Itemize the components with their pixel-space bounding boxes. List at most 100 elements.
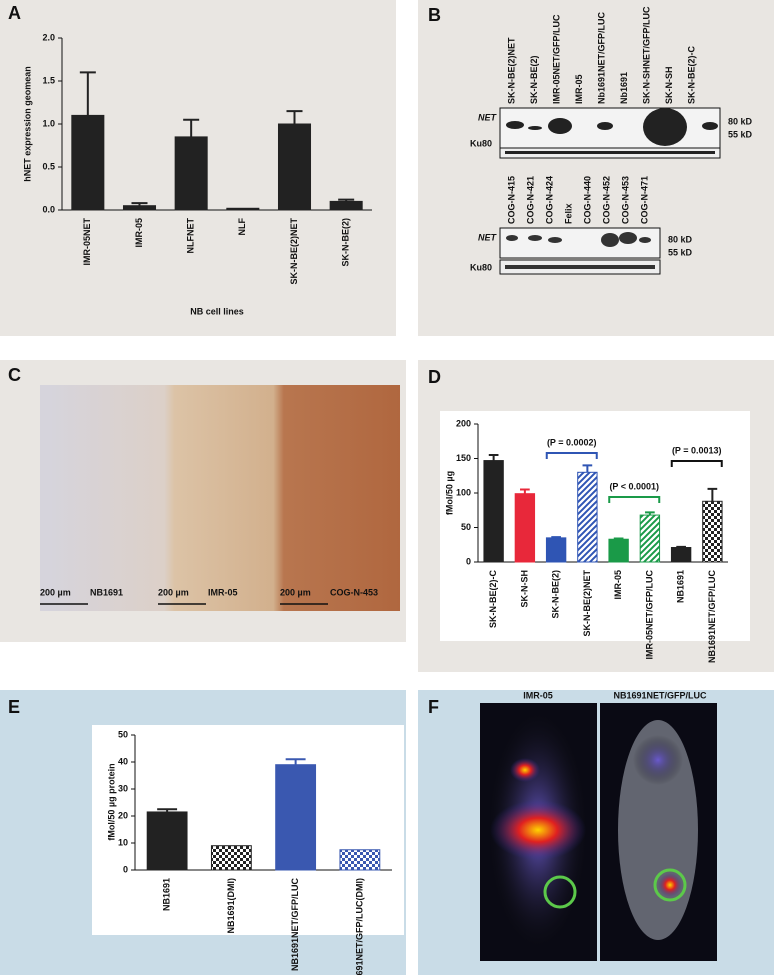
plot-bg xyxy=(92,725,404,935)
blot-bands xyxy=(505,232,655,269)
panel-label: C xyxy=(8,365,21,385)
error-bar xyxy=(551,536,561,539)
y-tick-label: 1.0 xyxy=(42,118,55,128)
x-tick-label: NB1691 xyxy=(676,570,686,603)
y-tick-label: 0.5 xyxy=(42,161,55,171)
x-tick-label: NB1691NET/GFP/LUC xyxy=(707,570,717,664)
bar xyxy=(639,514,661,563)
error-bar xyxy=(488,454,499,461)
lane-label: Felix xyxy=(563,203,573,224)
lane-label: COG-N-415 xyxy=(506,176,516,224)
error-bar xyxy=(338,198,355,202)
blot-label: NET xyxy=(478,232,498,242)
panel-label: B xyxy=(428,5,441,25)
x-tick-label: NB1691NET/GFP/LUC(DMI) xyxy=(354,878,364,975)
marker-label: 80 kD xyxy=(728,116,753,126)
error-bar xyxy=(707,487,718,502)
y-tick-label: 50 xyxy=(118,729,128,739)
sample-label: IMR-05 xyxy=(208,587,238,597)
x-tick-label: NB1691 xyxy=(162,878,172,911)
y-tick-label: 0 xyxy=(123,864,128,874)
marker-label: 80 kD xyxy=(668,234,693,244)
y-tick-label: 20 xyxy=(118,810,128,820)
x-tick-label: SK-N-BE(2)-C xyxy=(488,570,498,628)
x-tick-label: NB1691(DMI) xyxy=(226,878,236,934)
y-tick-label: 0.0 xyxy=(42,204,55,214)
scale-label: 200 µm xyxy=(40,587,71,597)
scale-label: 200 µm xyxy=(280,587,311,597)
bar xyxy=(210,845,252,871)
lane-label: SK-N-BE(2)NET xyxy=(506,37,516,104)
lane-label: SK-N-SH xyxy=(664,67,674,105)
error-bar xyxy=(582,464,593,473)
y-tick-label: 2.0 xyxy=(42,32,55,42)
y-tick-label: 200 xyxy=(456,418,471,428)
lane-label: IMR-05 xyxy=(574,74,584,104)
error-bar xyxy=(285,758,306,765)
bar xyxy=(339,849,381,871)
bar xyxy=(483,460,504,563)
bar xyxy=(514,493,536,563)
x-tick-label: SK-N-BE(2)NET xyxy=(289,217,299,284)
bar xyxy=(71,114,105,211)
bar xyxy=(577,471,598,563)
annotation: (P = 0.0002) xyxy=(547,437,597,447)
y-axis-label: hNET expression geomean xyxy=(22,66,32,182)
x-tick-label: IMR-05 xyxy=(134,218,144,248)
y-axis-label: fMol/50 µg xyxy=(444,471,454,515)
bar xyxy=(702,500,723,563)
x-tick-label: SK-N-BE(2) xyxy=(551,570,561,619)
x-tick-label: NB1691NET/GFP/LUC xyxy=(290,878,300,972)
bar xyxy=(545,537,567,563)
x-tick-label: IMR-05 xyxy=(613,570,623,600)
y-tick-label: 100 xyxy=(456,487,471,497)
lane-label: COG-N-452 xyxy=(601,176,611,224)
annotation: (P = 0.0013) xyxy=(672,445,722,455)
lane-label: COG-N-424 xyxy=(544,176,554,224)
error-bar xyxy=(676,545,686,548)
lane-label: COG-N-421 xyxy=(525,176,535,224)
bracket xyxy=(670,460,723,467)
micrograph xyxy=(48,385,400,611)
y-axis-label: fMol/50 µg protein xyxy=(106,763,116,840)
marker-label: 55 kD xyxy=(668,247,693,257)
x-tick-label: SK-N-SH xyxy=(519,570,529,608)
x-tick-label: SK-N-BE(2) xyxy=(341,218,351,267)
error-bar xyxy=(157,808,178,812)
error-bar xyxy=(286,110,303,124)
y-tick-label: 30 xyxy=(118,783,128,793)
lane-label: COG-N-440 xyxy=(582,176,592,224)
error-bar xyxy=(613,537,624,540)
lane-label: IMR-05NET/GFP/LUC xyxy=(551,14,561,104)
error-bar xyxy=(79,71,96,116)
blot-label: Ku80 xyxy=(470,138,492,148)
bar xyxy=(122,205,157,211)
sample-label: NB1691 xyxy=(90,587,123,597)
bar xyxy=(226,207,260,211)
y-tick-label: 0 xyxy=(466,556,471,566)
y-tick-label: 50 xyxy=(461,522,471,532)
bar xyxy=(670,547,692,563)
scale-label: 200 µm xyxy=(158,587,189,597)
bracket xyxy=(608,496,661,503)
blot-label: NET xyxy=(478,112,498,122)
lane-label: SK-N-BE(2) xyxy=(529,55,539,104)
scan-title: NB1691NET/GFP/LUC xyxy=(613,690,707,700)
y-tick-label: 1.5 xyxy=(42,75,55,85)
scan-signal xyxy=(488,710,698,950)
panel-bg xyxy=(418,0,774,336)
error-bar xyxy=(131,202,148,206)
error-bar xyxy=(183,118,200,137)
y-tick-label: 150 xyxy=(456,453,471,463)
error-bar xyxy=(520,488,530,494)
bar xyxy=(277,123,312,211)
marker-label: 55 kD xyxy=(728,129,753,139)
lane-label: Nb1691NET/GFP/LUC xyxy=(596,11,606,104)
lane-label: SK-N-SHNET/GFP/LUC xyxy=(641,6,651,104)
bracket xyxy=(545,452,598,459)
error-bar xyxy=(645,511,655,516)
blot-bands xyxy=(505,108,718,154)
lane-label: COG-N-471 xyxy=(639,176,649,224)
